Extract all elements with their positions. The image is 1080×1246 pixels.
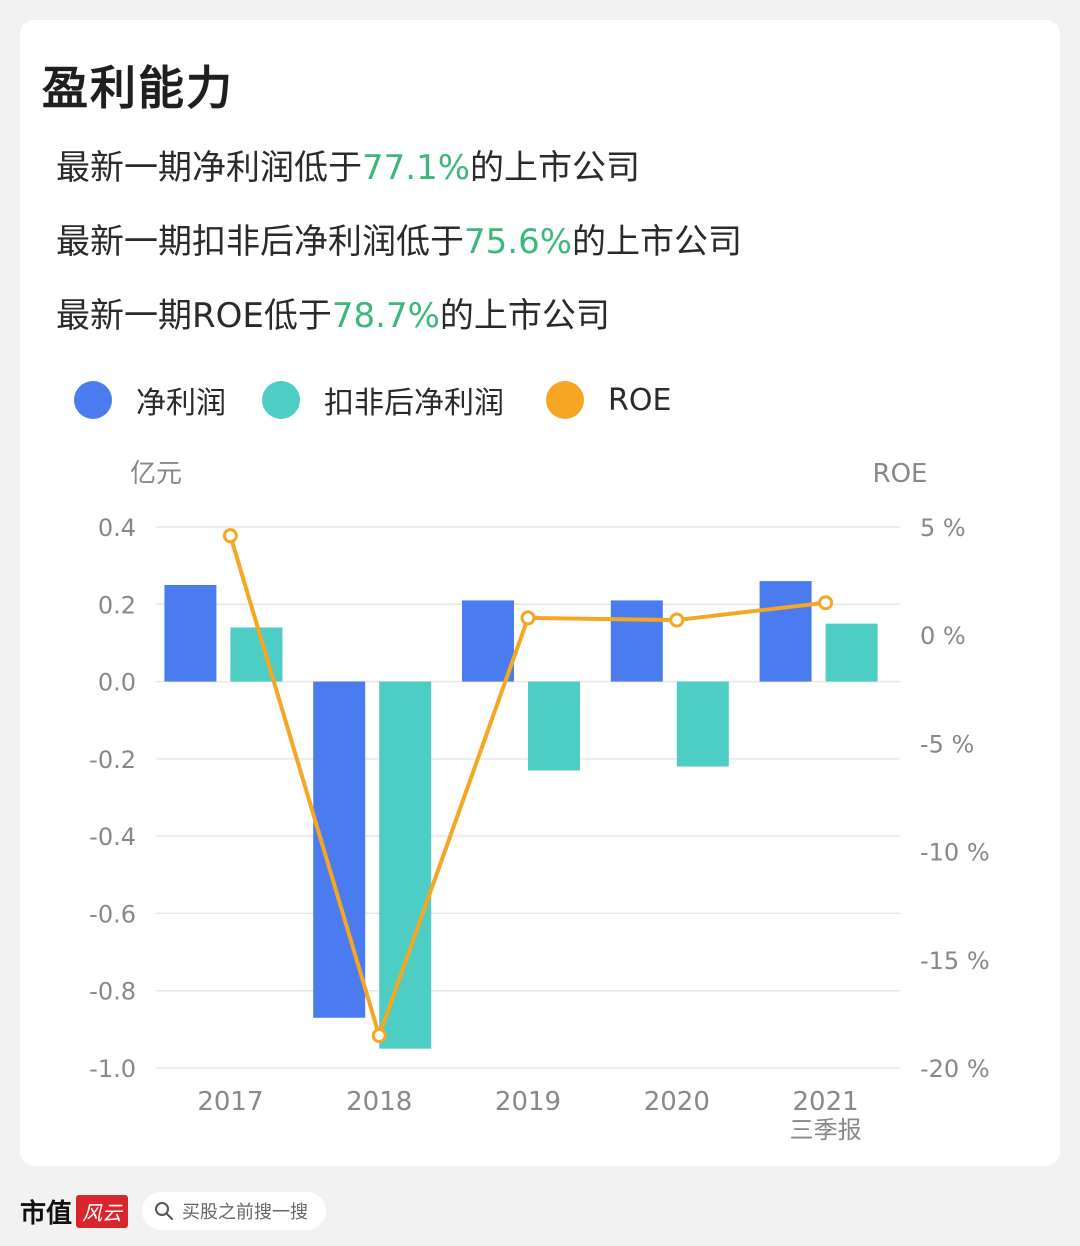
x-tick-label: 2019	[495, 1087, 561, 1117]
y-left-axis-title: 亿元	[130, 459, 182, 489]
profitability-chart: 0.4 0.2 0.0 -0.2 -0.4 -0.6 -0.8 -1.0 5 % 0 % -5 % -…	[89, 459, 990, 1144]
legend-item-net-profit[interactable]: 净利润	[74, 378, 226, 422]
y-left-tick-label: 0.4	[98, 514, 136, 542]
y-left-tick-label: 0.0	[98, 669, 136, 697]
stat-roe: 最新一期ROE低于78.7%的上市公司	[56, 288, 610, 337]
y-left-tick-label: -0.4	[89, 823, 136, 851]
x-tick-label: 2020	[644, 1087, 710, 1117]
x-tick-label: 2017	[197, 1087, 263, 1117]
page-title: 盈利能力	[42, 61, 234, 115]
stat-value: 77.1%	[362, 148, 471, 188]
search-icon	[155, 1202, 174, 1220]
legend-item-roe[interactable]: ROE	[546, 378, 671, 422]
legend-item-deducted-net-profit[interactable]: 扣非后净利润	[262, 378, 504, 422]
brand-logo: 市值 风云	[20, 1193, 129, 1230]
bar-deducted-net-profit	[676, 681, 729, 767]
legend-label: ROE	[608, 382, 672, 418]
stat-suffix: 的上市公司	[439, 296, 610, 336]
y-right-tick-label: -5 %	[920, 730, 974, 758]
roe-point	[222, 528, 238, 544]
y-right-tick-label: -15 %	[920, 947, 990, 975]
y-left-tick-label: -0.6	[89, 900, 136, 928]
stat-prefix: 最新一期净利润低于	[56, 148, 362, 188]
y-left-tick-label: -1.0	[89, 1055, 136, 1083]
search-button[interactable]: 买股之前搜一搜	[142, 1192, 327, 1230]
y-right-tick-label: 0 %	[920, 622, 966, 650]
bar-net-profit	[759, 581, 812, 682]
bar-deducted-net-profit	[825, 623, 878, 682]
bar-deducted-net-profit	[379, 681, 432, 1049]
y-right-tick-label: -10 %	[920, 839, 990, 867]
stat-prefix: 最新一期ROE低于	[56, 296, 332, 336]
legend-dot-icon	[74, 381, 112, 419]
y-right-tick-label: 5 %	[920, 514, 966, 542]
roe-point	[818, 595, 834, 611]
y-right-axis-title: ROE	[873, 459, 928, 489]
legend-label: 扣非后净利润	[324, 386, 504, 421]
roe-point	[669, 612, 685, 628]
brand-text: 市值	[20, 1198, 73, 1229]
stat-suffix: 的上市公司	[572, 222, 743, 262]
stat-net-profit: 最新一期净利润低于77.1%的上市公司	[56, 140, 640, 189]
stat-suffix: 的上市公司	[470, 148, 641, 188]
x-tick-label: 2018	[346, 1087, 412, 1117]
legend-label: 净利润	[136, 386, 226, 421]
legend-dot-icon	[262, 381, 300, 419]
y-left-tick-label: -0.2	[89, 746, 136, 774]
x-tick-sublabel: 三季报	[790, 1116, 862, 1144]
y-left-tick-label: -0.8	[89, 978, 136, 1006]
bar-net-profit	[610, 600, 663, 682]
bar-deducted-net-profit	[528, 681, 580, 771]
roe-point	[371, 1028, 387, 1044]
search-label: 买股之前搜一搜	[182, 1202, 309, 1223]
bar-net-profit	[462, 600, 514, 682]
bar-deducted-net-profit	[230, 627, 283, 682]
roe-point	[520, 610, 536, 626]
x-tick-label: 2021	[793, 1087, 859, 1117]
footer-bar: 市值 风云 买股之前搜一搜	[0, 1176, 1080, 1246]
y-left-tick-label: 0.2	[98, 591, 136, 619]
stat-prefix: 最新一期扣非后净利润低于	[56, 222, 464, 262]
stat-value: 75.6%	[464, 222, 573, 262]
y-right-tick-label: -20 %	[920, 1055, 990, 1083]
stat-deducted-net-profit: 最新一期扣非后净利润低于75.6%的上市公司	[56, 214, 742, 263]
brand-badge: 风云	[76, 1194, 129, 1228]
legend-dot-icon	[546, 381, 584, 419]
stat-value: 78.7%	[331, 296, 440, 336]
bar-net-profit	[164, 584, 217, 682]
